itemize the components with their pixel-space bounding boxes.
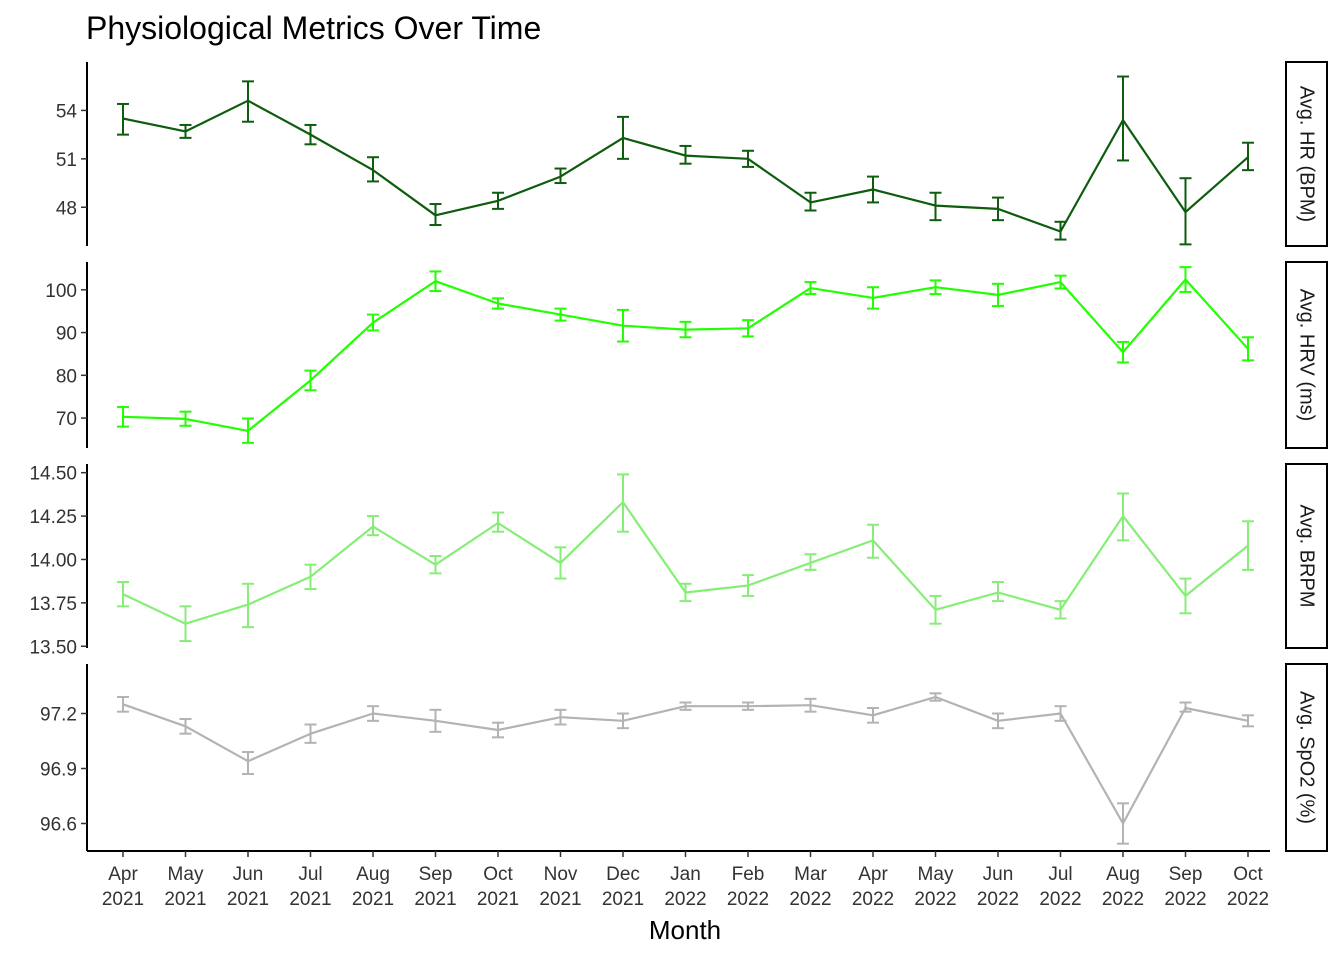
chart-panels: 48 51 54 Avg. HR (BPM) 70 80 90 100 Avg. HRV (ms… [29,61,1328,852]
x-tick-label-month: May [918,864,954,885]
error-bar [242,751,254,775]
x-tick-label-month: Oct [1233,864,1263,885]
x-tick-label-year: 2022 [664,889,706,910]
y-tick-label: 96.6 [40,815,77,836]
chart-title: Physiological Metrics Over Time [86,10,541,46]
x-tick-label-month: Apr [108,864,138,885]
facet-strip [1285,261,1328,449]
x-tick-label-year: 2021 [414,889,456,910]
x-tick-label-year: 2022 [1164,889,1206,910]
y-tick-label: 14.00 [29,550,77,571]
x-tick-label-year: 2021 [289,889,331,910]
y-tick-label: 90 [56,324,77,345]
error-bar [1242,141,1254,172]
y-tick-label: 80 [56,366,77,387]
x-tick-label-month: Sep [1169,864,1203,885]
panel-3: 13.50 13.75 14.00 14.25 14.50 Avg. BRPM [29,463,1328,658]
x-tick-label-year: 2021 [477,889,519,910]
facet-strip [1285,61,1328,247]
y-tick-label: 14.50 [29,464,77,485]
x-tick-label-year: 2022 [977,889,1019,910]
facet-strip [1285,663,1328,852]
series-line [122,278,1249,432]
x-tick-label-month: Jul [298,864,322,885]
x-tick-label-year: 2022 [1227,889,1269,910]
x-tick-label-month: Mar [794,864,827,885]
facet-strip-label: Avg. BRPM [1296,505,1318,608]
x-axis-label: Month [649,915,721,945]
error-bar [1117,75,1129,162]
panel-1: 48 51 54 Avg. HR (BPM) [56,61,1328,247]
x-tick-label-month: Feb [732,864,765,885]
x-tick-label-year: 2022 [1039,889,1081,910]
x-tick-label-month: Jul [1048,864,1072,885]
y-tick-label: 54 [56,101,78,122]
series-line [122,501,1249,625]
x-tick-label-month: Apr [858,864,888,885]
facet-strip [1285,463,1328,649]
x-tick-label-month: Aug [1106,864,1140,885]
x-tick-label-year: 2021 [227,889,269,910]
error-bar [1242,520,1254,571]
y-tick-label: 100 [45,281,77,302]
panel-2: 70 80 90 100 Avg. HRV (ms) [45,261,1328,449]
x-tick-label-month: Jun [983,864,1014,885]
x-tick-label-year: 2022 [789,889,831,910]
y-tick-label: 48 [56,198,77,219]
x-tick-label-year: 2021 [539,889,581,910]
x-tick-label-year: 2021 [352,889,394,910]
facet-strip-label: Avg. HRV (ms) [1296,289,1318,422]
facet-strip-label: Avg. SpO2 (%) [1296,691,1318,824]
x-tick-label-year: 2021 [102,889,144,910]
series-line [122,695,1249,825]
x-tick-label-month: Nov [544,864,578,885]
x-tick-label-year: 2021 [164,889,206,910]
x-tick-label-month: Jan [670,864,701,885]
panel-4: 96.6 96.9 97.2 Avg. SpO2 (%) [40,663,1328,852]
y-tick-label: 96.9 [40,760,77,781]
error-bar [1242,714,1254,728]
x-tick-label-year: 2022 [1102,889,1144,910]
y-tick-label: 14.25 [29,507,77,528]
x-tick-label-month: Oct [483,864,513,885]
error-bar [117,581,129,608]
y-tick-label: 13.50 [29,637,77,658]
x-tick-label-year: 2022 [914,889,956,910]
x-tick-label-month: Aug [356,864,390,885]
error-bar [117,405,129,428]
y-tick-label: 51 [56,150,77,171]
x-tick-label-month: Jun [233,864,264,885]
x-axis: Apr 2021 May 2021 Jun 2021 Jul 2021 Aug 2021 Sep 20… [87,850,1270,910]
facet-strip-label: Avg. HR (BPM) [1296,86,1318,222]
y-tick-label: 13.75 [29,594,77,615]
x-tick-label-month: May [168,864,204,885]
x-tick-label-year: 2022 [727,889,769,910]
x-tick-label-year: 2021 [602,889,644,910]
x-tick-label-year: 2022 [852,889,894,910]
x-tick-label-month: Dec [606,864,640,885]
series-line [122,99,1249,233]
x-tick-label-month: Sep [419,864,453,885]
y-tick-label: 97.2 [40,705,77,726]
y-tick-label: 70 [56,409,77,430]
